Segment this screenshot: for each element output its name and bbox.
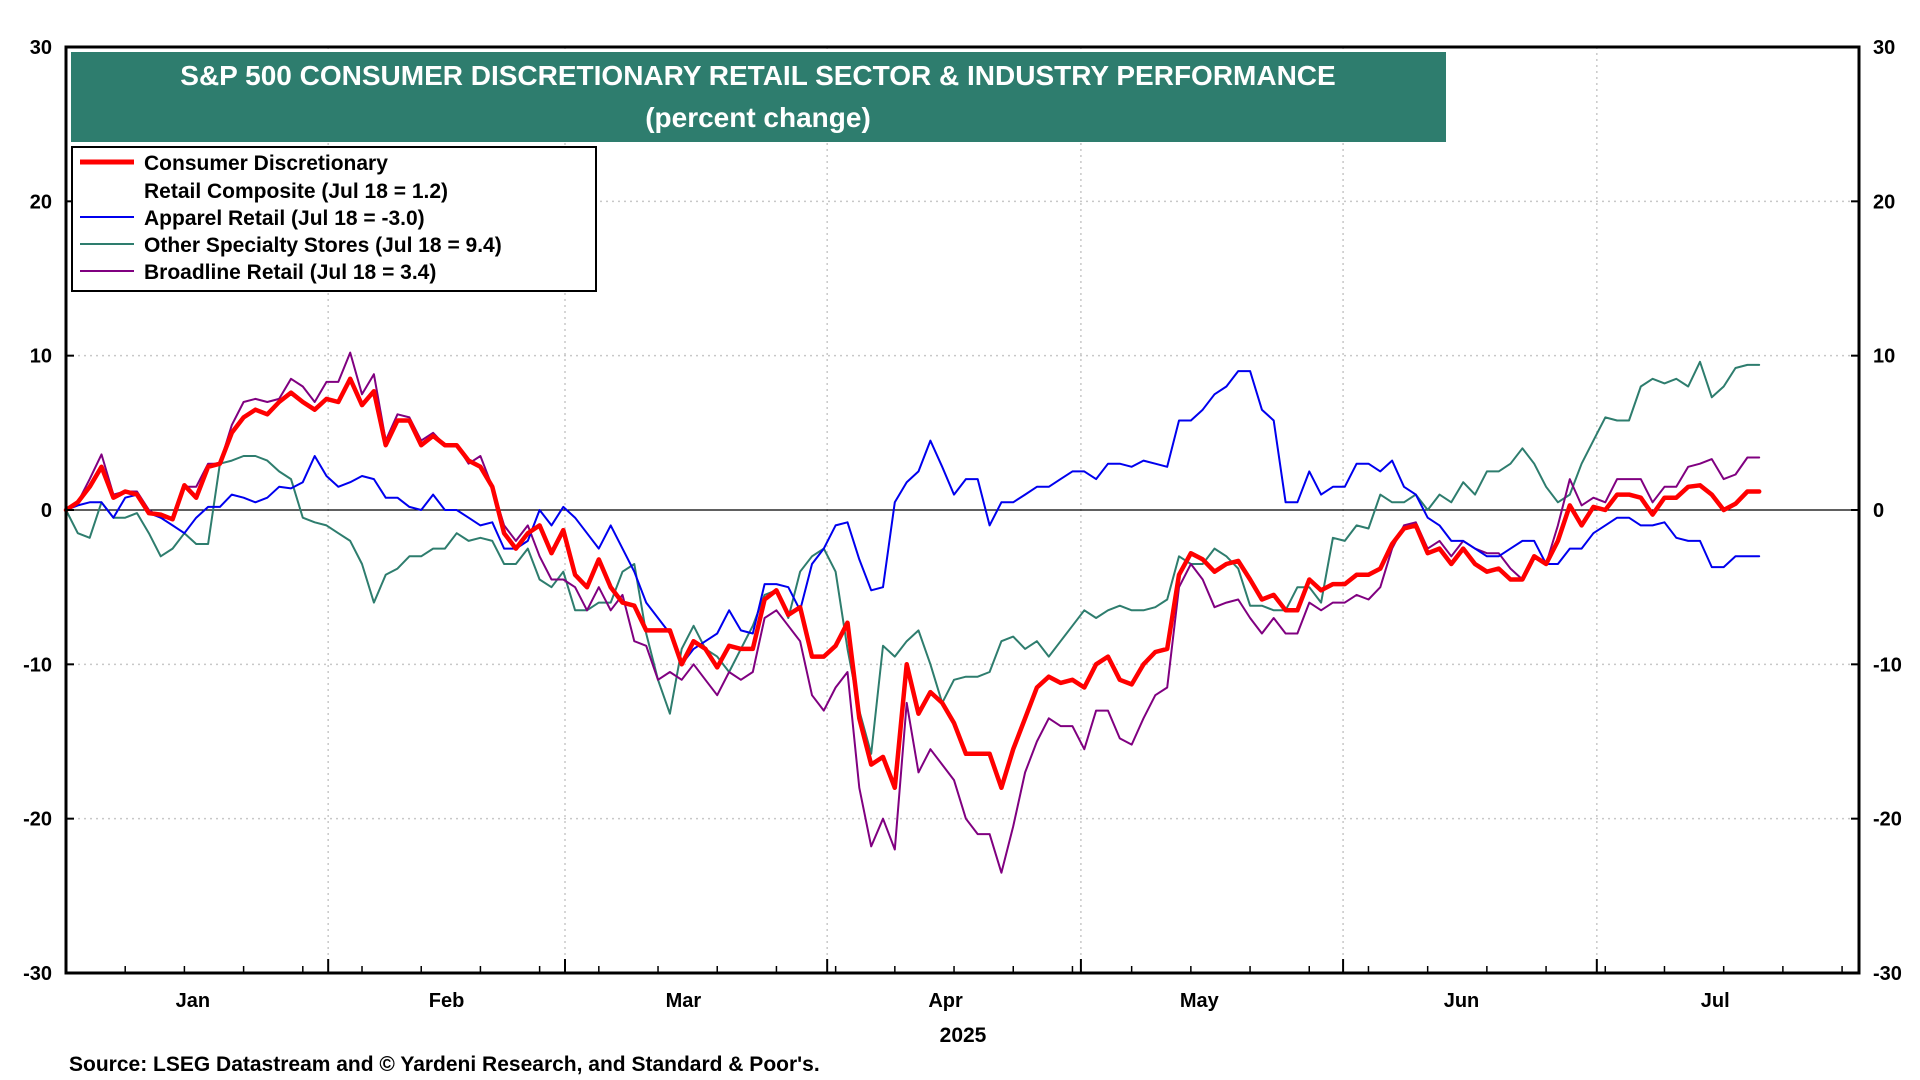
- y-tick-label-right: -10: [1873, 654, 1902, 676]
- x-axis: Jan Feb Mar Apr May Jun Jul: [65, 959, 1860, 1012]
- y-tick-label-left: -30: [23, 963, 52, 985]
- legend: Consumer Discretionary Retail Composite …: [71, 146, 597, 292]
- y-tick-label-right: 10: [1873, 346, 1895, 368]
- x-tick-label: Mar: [666, 990, 702, 1012]
- y-tick-label-left: -20: [23, 809, 52, 831]
- y-tick-label-left: 30: [30, 37, 52, 59]
- x-tick-label: Jul: [1701, 990, 1730, 1012]
- y-tick-label-left: 20: [30, 191, 52, 213]
- x-tick-label: Jan: [176, 990, 210, 1012]
- y-tick-label-right: 0: [1873, 500, 1884, 522]
- y-tick-label-left: -10: [23, 654, 52, 676]
- legend-label-broadline: Broadline Retail (Jul 18 = 3.4): [144, 261, 436, 284]
- series-line-1: [65, 370, 1761, 666]
- x-tick-label: Feb: [429, 990, 465, 1012]
- source-note: Source: LSEG Datastream and © Yardeni Re…: [69, 1053, 820, 1076]
- y-tick-label-left: 10: [30, 346, 52, 368]
- y-tick-label-left: 0: [41, 500, 52, 522]
- series-line-0: [63, 376, 1762, 791]
- y-axis-left: 30 20 10 0 -10 -20 -30: [23, 37, 74, 985]
- chart-subtitle: (percent change): [645, 102, 871, 133]
- x-axis-year-label: 2025: [940, 1024, 987, 1047]
- legend-label-specialty: Other Specialty Stores (Jul 18 = 9.4): [144, 234, 502, 257]
- legend-label-composite-line1: Consumer Discretionary: [144, 152, 388, 175]
- x-tick-label: Apr: [928, 990, 963, 1012]
- title-banner: S&P 500 CONSUMER DISCRETIONARY RETAIL SE…: [71, 52, 1446, 142]
- chart-title: S&P 500 CONSUMER DISCRETIONARY RETAIL SE…: [180, 60, 1335, 91]
- x-tick-label: May: [1180, 990, 1220, 1012]
- legend-label-apparel: Apparel Retail (Jul 18 = -3.0): [144, 207, 425, 230]
- y-tick-label-right: -20: [1873, 809, 1902, 831]
- y-axis-right: 30 20 10 0 -10 -20 -30: [1851, 37, 1902, 985]
- x-tick-label: Jun: [1444, 990, 1480, 1012]
- legend-label-composite-line2: Retail Composite (Jul 18 = 1.2): [144, 180, 448, 203]
- y-tick-label-right: -30: [1873, 963, 1902, 985]
- series-lines: [63, 351, 1762, 874]
- y-tick-label-right: 20: [1873, 191, 1895, 213]
- series-line-2: [65, 360, 1761, 755]
- y-tick-label-right: 30: [1873, 37, 1895, 59]
- legend-box: [71, 146, 597, 292]
